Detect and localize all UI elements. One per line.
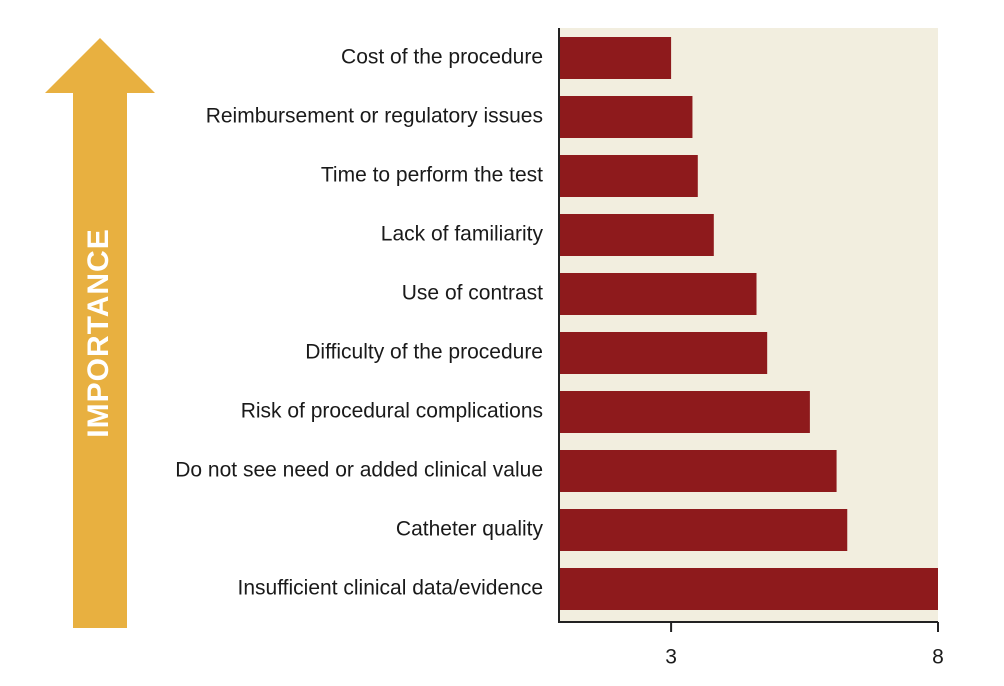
- bar-9: [560, 568, 938, 610]
- category-labels: Cost of the procedure Reimbursement or re…: [175, 46, 543, 600]
- category-label-6: Risk of procedural complications: [241, 400, 543, 423]
- bar-2: [560, 155, 698, 197]
- category-label-7: Do not see need or added clinical value: [175, 459, 543, 482]
- bars-group: [560, 37, 938, 610]
- x-tick-label-0: 3: [665, 646, 677, 669]
- category-label-4: Use of contrast: [402, 282, 543, 305]
- category-label-8: Catheter quality: [396, 518, 544, 541]
- importance-arrow: IMPORTANCE: [45, 38, 155, 628]
- bar-3: [560, 214, 714, 256]
- category-label-3: Lack of familiarity: [381, 223, 544, 246]
- x-tick-label-1: 8: [932, 646, 944, 669]
- importance-label: IMPORTANCE: [82, 228, 115, 437]
- bar-5: [560, 332, 768, 374]
- bar-6: [560, 391, 810, 433]
- arrow-icon: [45, 38, 155, 628]
- category-label-1: Reimbursement or regulatory issues: [206, 105, 543, 128]
- category-label-9: Insufficient clinical data/evidence: [238, 577, 543, 600]
- category-label-5: Difficulty of the procedure: [305, 341, 543, 364]
- bar-0: [560, 37, 672, 79]
- bar-4: [560, 273, 757, 315]
- bar-1: [560, 96, 693, 138]
- category-label-0: Cost of the procedure: [341, 46, 543, 69]
- category-label-2: Time to perform the test: [321, 164, 543, 187]
- bar-8: [560, 509, 848, 551]
- bar-7: [560, 450, 837, 492]
